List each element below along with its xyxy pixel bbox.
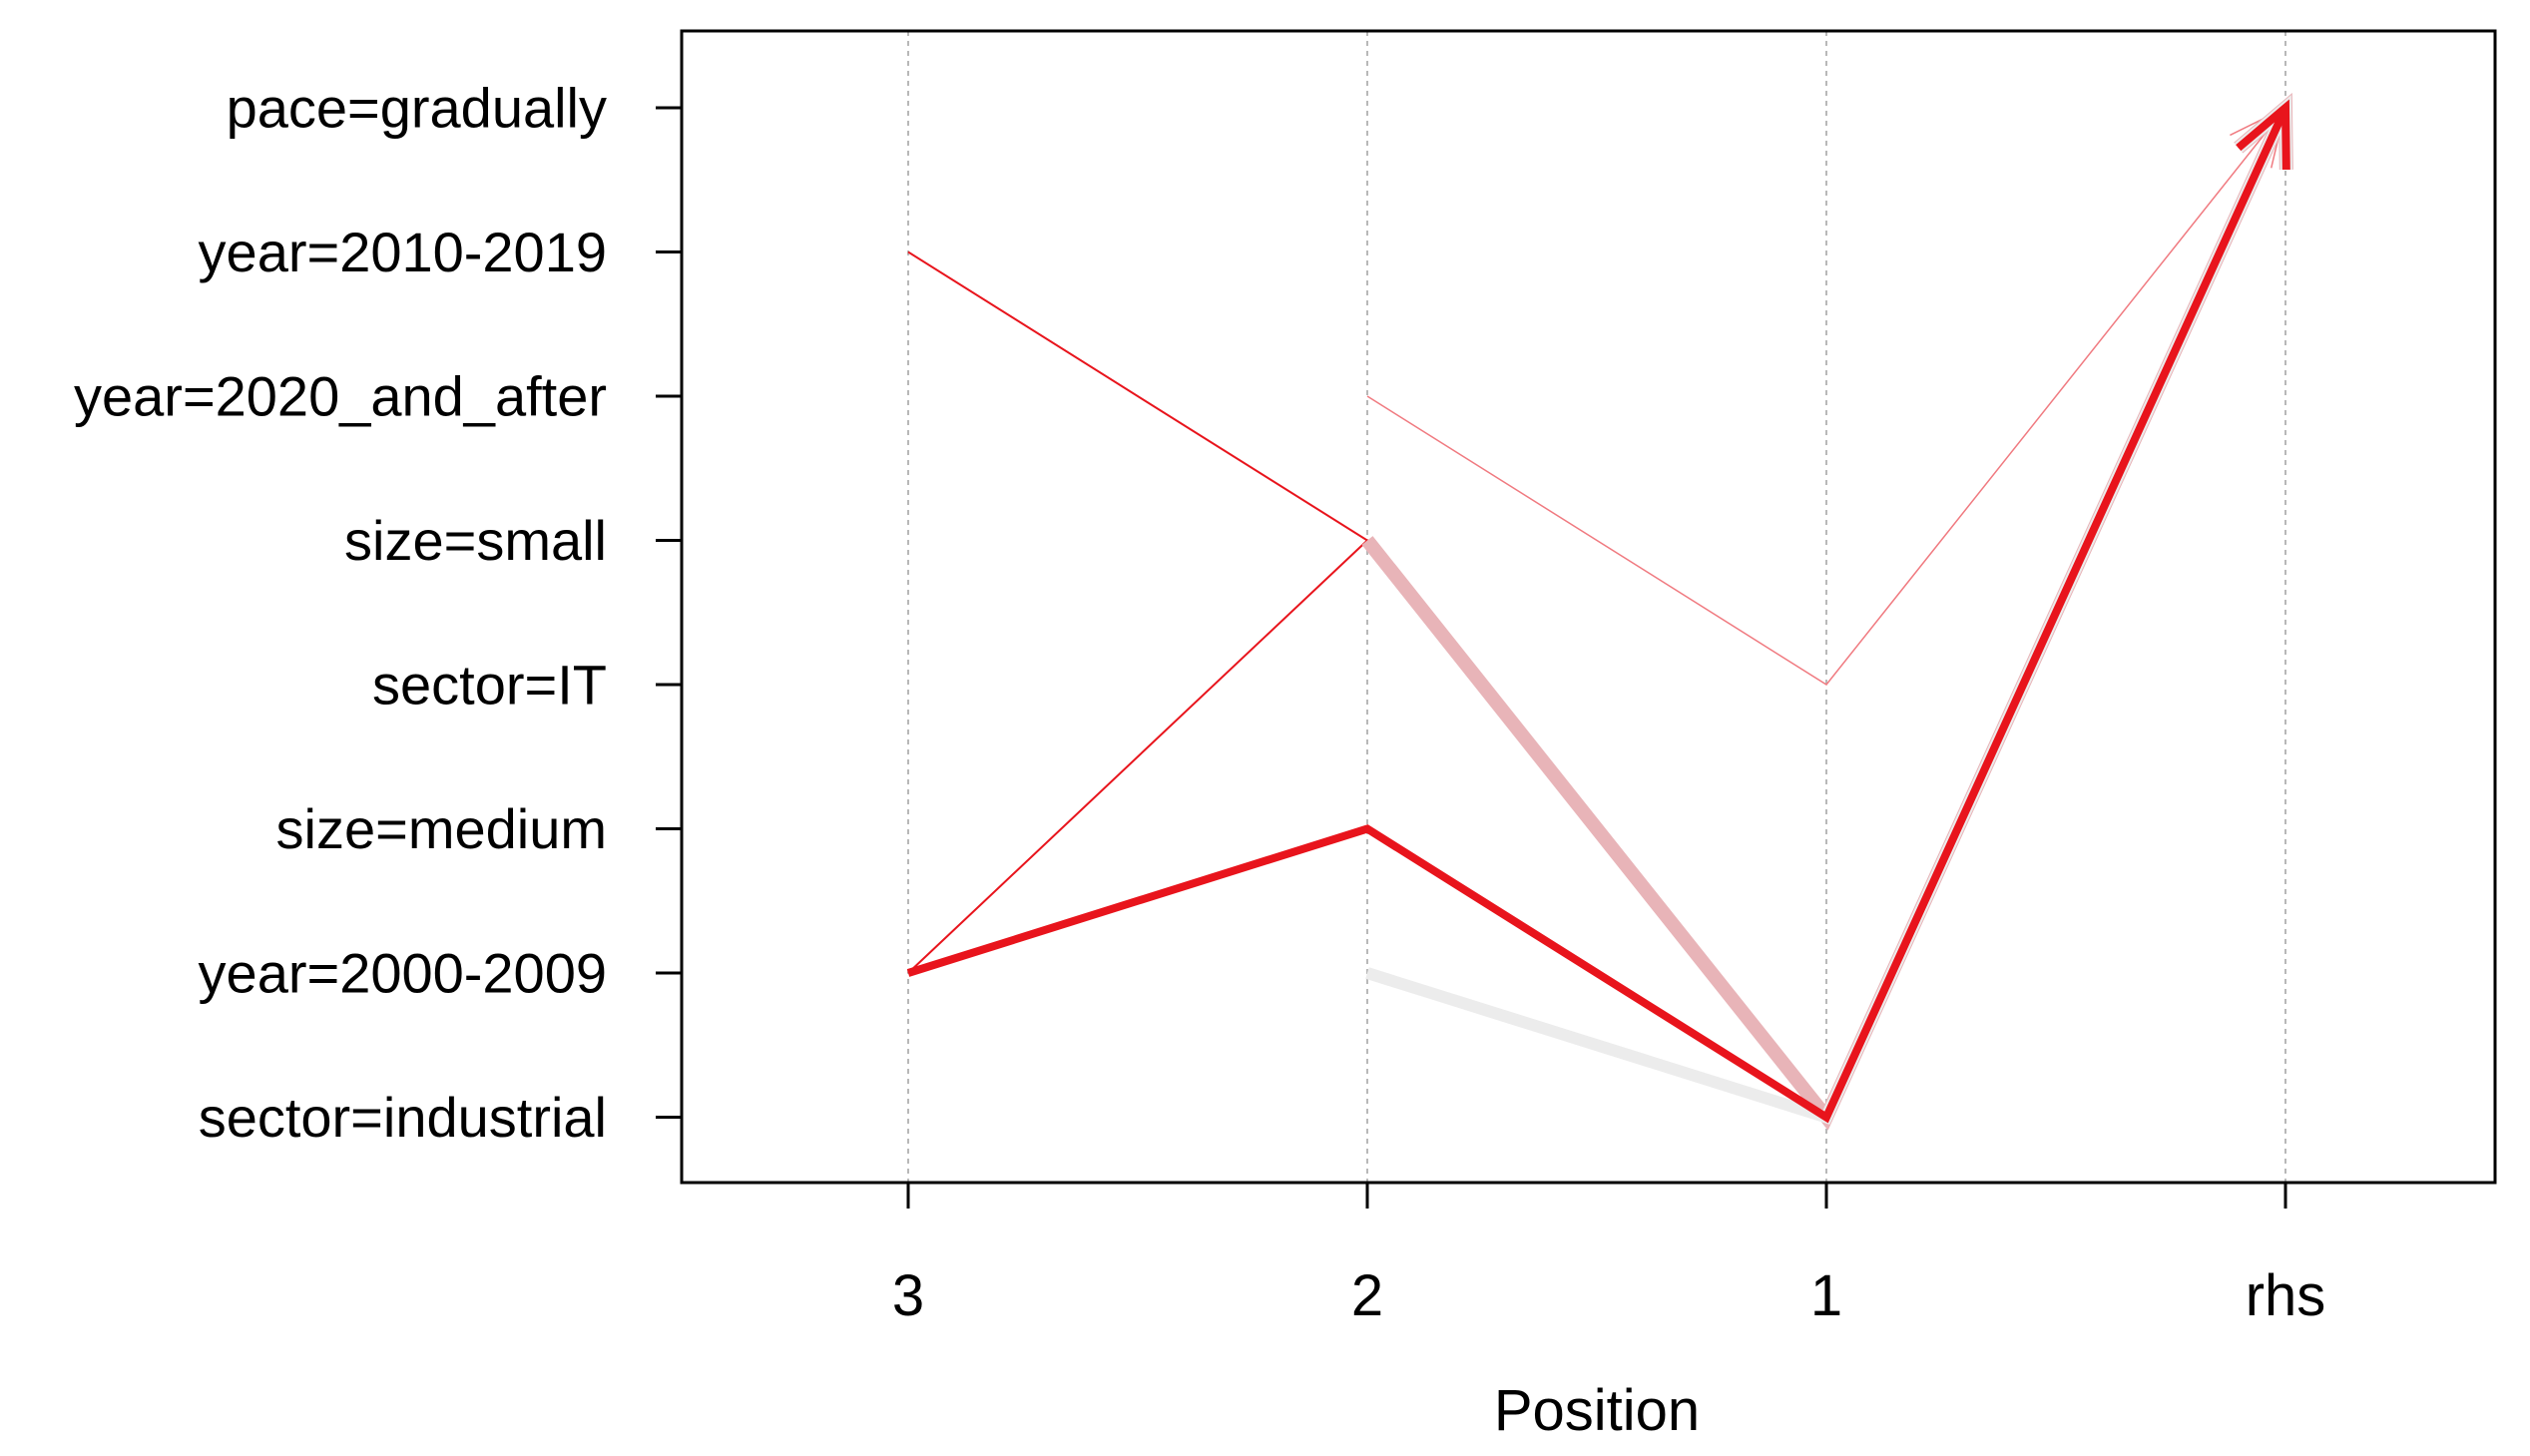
x-tick-label: 1	[1810, 1263, 1842, 1328]
y-tick-label: year=2020_and_after	[74, 365, 607, 428]
rule-1	[907, 105, 2287, 1120]
y-tick-label: year=2010-2019	[199, 221, 607, 283]
rule-0	[907, 105, 2287, 1120]
rule-line	[906, 106, 2289, 1124]
y-axis: pace=gradually year=2010-2019 year=2020_an…	[74, 77, 682, 1149]
y-tick-label: size=small	[344, 509, 607, 572]
y-tick-label: sector=IT	[372, 654, 607, 717]
rule-arrowhead	[2236, 99, 2290, 171]
rule-line	[907, 107, 2286, 1120]
y-tick-label: size=medium	[276, 797, 607, 860]
grid-lines	[907, 31, 2286, 1183]
rule-line	[907, 107, 2286, 1120]
x-tick-label: 2	[1351, 1263, 1383, 1328]
y-tick-label: year=2000-2009	[199, 942, 607, 1005]
x-axis-title: Position	[1494, 1378, 1700, 1443]
y-tick-label: pace=gradually	[227, 77, 607, 140]
plot-frame	[680, 29, 2497, 1185]
x-tick-label: rhs	[2246, 1263, 2326, 1328]
x-tick-label: 3	[892, 1263, 924, 1328]
rule-line	[1366, 107, 2286, 686]
x-axis: 3 2 1 rhs	[892, 1183, 2325, 1328]
rule-lines	[906, 93, 2293, 1131]
rule-5	[906, 99, 2290, 1124]
y-tick-label: sector=industrial	[199, 1086, 607, 1149]
